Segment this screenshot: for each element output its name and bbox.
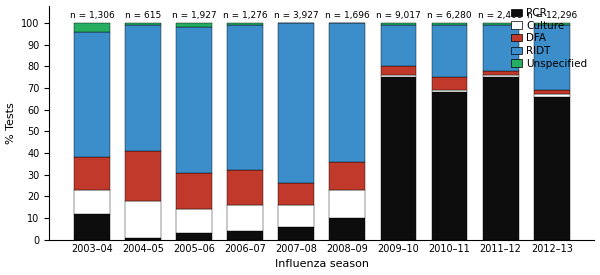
Text: n = 1,696: n = 1,696: [325, 11, 370, 20]
Bar: [329, 162, 365, 190]
Bar: [431, 90, 467, 92]
Bar: [483, 23, 518, 25]
Bar: [380, 25, 416, 66]
Bar: [74, 214, 110, 240]
Bar: [431, 77, 467, 90]
Bar: [534, 25, 569, 90]
Bar: [125, 23, 161, 25]
Bar: [227, 23, 263, 25]
Bar: [483, 25, 518, 71]
Bar: [534, 97, 569, 240]
Bar: [278, 23, 314, 183]
Text: n = 3,927: n = 3,927: [274, 11, 319, 20]
Bar: [74, 190, 110, 214]
Bar: [278, 183, 314, 205]
Text: n = 6,280: n = 6,280: [427, 11, 472, 20]
Bar: [483, 77, 518, 240]
Bar: [176, 27, 212, 172]
Bar: [431, 25, 467, 77]
Bar: [431, 92, 467, 240]
Bar: [125, 238, 161, 240]
Text: n = 12,296: n = 12,296: [527, 11, 577, 20]
Bar: [176, 233, 212, 240]
Bar: [227, 205, 263, 231]
Bar: [74, 32, 110, 157]
Text: n = 2,408: n = 2,408: [478, 11, 523, 20]
Text: n = 615: n = 615: [125, 11, 161, 20]
Legend: PCR, Culture, DFA, RIDT, Unspecified: PCR, Culture, DFA, RIDT, Unspecified: [509, 6, 589, 71]
Bar: [278, 227, 314, 240]
Text: n = 1,306: n = 1,306: [70, 11, 114, 20]
Bar: [176, 209, 212, 233]
Text: n = 1,276: n = 1,276: [223, 11, 268, 20]
Bar: [380, 75, 416, 77]
Text: n = 9,017: n = 9,017: [376, 11, 421, 20]
Bar: [227, 231, 263, 240]
Bar: [329, 218, 365, 240]
Bar: [380, 77, 416, 240]
Bar: [74, 157, 110, 190]
Bar: [534, 94, 569, 97]
Bar: [329, 23, 365, 162]
Bar: [380, 66, 416, 75]
Bar: [329, 190, 365, 218]
Bar: [380, 23, 416, 25]
Bar: [176, 172, 212, 209]
Bar: [227, 170, 263, 205]
Bar: [431, 23, 467, 25]
Bar: [278, 205, 314, 227]
X-axis label: Influenza season: Influenza season: [275, 259, 369, 270]
Bar: [483, 71, 518, 75]
Bar: [176, 23, 212, 27]
Y-axis label: % Tests: % Tests: [5, 102, 16, 144]
Bar: [534, 23, 569, 25]
Bar: [227, 25, 263, 170]
Text: n = 1,927: n = 1,927: [172, 11, 217, 20]
Bar: [125, 25, 161, 151]
Bar: [125, 201, 161, 238]
Bar: [74, 23, 110, 32]
Bar: [125, 151, 161, 201]
Bar: [534, 90, 569, 94]
Bar: [483, 75, 518, 77]
